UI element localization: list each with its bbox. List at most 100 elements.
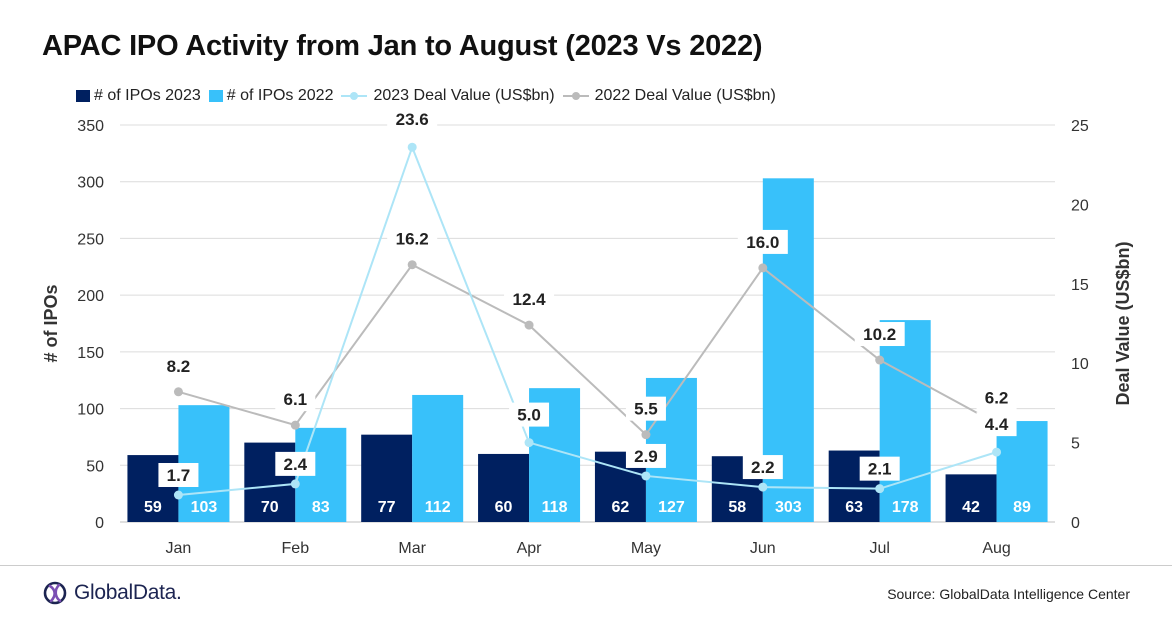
deal-value-2023-label: 23.6 — [396, 110, 429, 129]
deal-value-2022-label: 16.2 — [396, 230, 429, 249]
deal-value-2023-point — [875, 484, 885, 494]
chart-plot: 0 50 100 150 200 250 300 350 0 5 10 15 20 25 # of IPOs… — [41, 107, 1133, 557]
bar-value-label-2022: 118 — [542, 499, 568, 516]
y-right-tick-label: 25 — [1071, 118, 1089, 135]
source-note: Source: GlobalData Intelligence Center — [887, 586, 1130, 602]
deal-value-2022-point — [290, 420, 300, 430]
legend-label-deal-2022: 2022 Deal Value (US$bn) — [594, 87, 776, 104]
y-left-tick-label: 200 — [77, 288, 104, 305]
x-tick-label: Jun — [750, 540, 776, 557]
deal-value-2022-label-bg — [854, 322, 905, 347]
deal-value-2023-label: 2.4 — [283, 455, 307, 474]
bar-ipos-2022 — [879, 320, 931, 522]
deal-value-2022-label: 6.2 — [985, 389, 1009, 408]
y-right-axis-title: Deal Value (US$bn) — [1113, 241, 1133, 405]
deal-value-2022-point — [524, 320, 534, 330]
bar-value-label-2023: 42 — [962, 499, 980, 516]
y-left-tick-label: 100 — [77, 402, 104, 419]
bar-ipos-2023 — [361, 434, 413, 522]
bar-ipos-2022 — [996, 421, 1048, 522]
bar-value-label-2023: 60 — [495, 499, 513, 516]
deal-value-2023-label-bg — [859, 456, 900, 481]
legend-item-deal-2022: 2022 Deal Value (US$bn) — [562, 87, 776, 105]
deal-value-2022-point — [173, 387, 183, 397]
deal-value-2023-label-bg — [387, 107, 438, 132]
globaldata-logo-text: GlobalData. — [74, 581, 182, 604]
y-right-tick-label: 10 — [1071, 356, 1089, 373]
bar-value-label-2022: 103 — [191, 499, 218, 516]
legend-swatch-deal-2023 — [341, 90, 368, 102]
deal-value-2023-point — [524, 438, 534, 448]
deal-value-2023-label: 2.2 — [751, 458, 775, 477]
bar-ipos-2022 — [412, 394, 464, 522]
bar-value-label-2022: 112 — [425, 499, 451, 516]
y-left-tick-label: 0 — [95, 515, 104, 532]
bar-ipos-2023 — [478, 453, 530, 522]
x-tick-label: Aug — [982, 540, 1010, 557]
legend-label-ipos-2022: # of IPOs 2022 — [226, 87, 334, 104]
deal-value-2022-label: 8.2 — [167, 357, 191, 376]
deal-value-2022-label-bg — [504, 287, 555, 312]
legend-swatch-deal-2022 — [562, 90, 589, 102]
deal-value-2022-label: 5.5 — [634, 400, 658, 419]
bar-value-label-2022: 83 — [312, 499, 330, 516]
deal-value-2023-point — [992, 447, 1002, 457]
deal-value-2022-label: 12.4 — [513, 290, 547, 309]
deal-value-2023-line — [178, 144, 997, 496]
y-right-tick-label: 0 — [1071, 515, 1080, 532]
deal-value-2023-point — [407, 142, 417, 152]
deal-value-2022-point — [407, 260, 417, 270]
footer-divider — [0, 565, 1172, 566]
bar-ipos-2023 — [945, 474, 997, 522]
deal-value-2022-label-bg — [387, 226, 438, 251]
deal-value-2022-label: 6.1 — [283, 390, 307, 409]
legend-swatch-ipos-2023 — [76, 90, 90, 102]
deal-value-2023-point — [758, 482, 768, 492]
y-left-tick-label: 150 — [77, 345, 104, 362]
deal-value-2023-label-bg — [509, 402, 550, 427]
deal-value-2022-label-bg — [976, 385, 1017, 410]
deal-value-2022-label: 10.2 — [863, 325, 896, 344]
deal-value-2023-label: 2.1 — [868, 460, 892, 479]
x-tick-label: Apr — [517, 540, 543, 557]
globaldata-logo-icon — [43, 581, 67, 605]
x-tick-label: Jan — [166, 540, 192, 557]
chart-legend: # of IPOs 2023 # of IPOs 2022 2023 Deal … — [76, 85, 784, 107]
deal-value-2022-label: 16.0 — [746, 233, 779, 252]
y-right-tick-label: 15 — [1071, 277, 1089, 294]
bar-value-label-2023: 63 — [845, 499, 863, 516]
deal-value-2022-point — [641, 430, 651, 440]
bar-value-label-2023: 59 — [144, 499, 162, 516]
deal-value-2023-label: 1.7 — [167, 466, 191, 485]
deal-value-2023-label-bg — [158, 463, 199, 488]
bar-value-label-2022: 178 — [892, 499, 919, 516]
deal-value-2022-point — [875, 355, 885, 365]
bar-value-label-2023: 62 — [612, 499, 630, 516]
y-left-tick-label: 250 — [77, 231, 104, 248]
y-left-tick-label: 50 — [86, 458, 104, 475]
deal-value-2022-label-bg — [275, 387, 316, 412]
deal-value-2023-point — [173, 490, 183, 500]
bar-value-label-2022: 127 — [658, 499, 685, 516]
x-tick-label: Jul — [869, 540, 889, 557]
deal-value-2023-label-bg — [976, 412, 1017, 437]
y-left-axis-title: # of IPOs — [41, 284, 61, 362]
deal-value-2022-label-bg — [625, 396, 666, 421]
legend-item-ipos-2022: # of IPOs 2022 — [208, 87, 334, 105]
deal-value-2022-label-bg — [158, 353, 199, 378]
y-left-tick-label: 350 — [77, 118, 104, 135]
legend-label-ipos-2023: # of IPOs 2023 — [94, 87, 201, 104]
deal-value-2023-label-bg — [742, 455, 783, 480]
deal-value-2023-point — [641, 471, 651, 481]
legend-label-deal-2023: 2023 Deal Value (US$bn) — [373, 87, 555, 104]
deal-value-2023-label-bg — [625, 443, 666, 468]
legend-item-ipos-2023: # of IPOs 2023 — [76, 87, 201, 105]
deal-value-2023-point — [290, 479, 300, 489]
bar-value-label-2023: 58 — [728, 499, 746, 516]
x-tick-label: May — [631, 540, 661, 557]
chart-title: APAC IPO Activity from Jan to August (20… — [42, 30, 763, 62]
y-right-tick-label: 5 — [1071, 436, 1080, 453]
y-right-tick-label: 20 — [1071, 197, 1089, 214]
deal-value-2023-label: 4.4 — [985, 415, 1009, 434]
x-tick-label: Mar — [398, 540, 426, 557]
